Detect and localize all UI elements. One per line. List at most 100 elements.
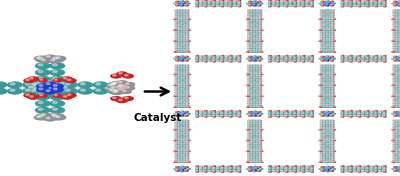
Circle shape bbox=[325, 149, 330, 150]
Circle shape bbox=[320, 51, 324, 53]
Circle shape bbox=[329, 13, 330, 14]
Circle shape bbox=[56, 57, 60, 58]
Circle shape bbox=[182, 141, 187, 143]
Circle shape bbox=[38, 95, 43, 97]
Circle shape bbox=[320, 156, 324, 158]
Circle shape bbox=[384, 110, 385, 111]
Circle shape bbox=[259, 77, 260, 78]
Circle shape bbox=[217, 59, 218, 60]
Circle shape bbox=[331, 90, 335, 92]
Circle shape bbox=[322, 159, 327, 161]
Circle shape bbox=[258, 70, 262, 72]
Circle shape bbox=[293, 112, 298, 114]
Circle shape bbox=[180, 59, 184, 61]
Circle shape bbox=[331, 143, 335, 145]
Circle shape bbox=[357, 5, 362, 7]
Circle shape bbox=[398, 127, 400, 129]
Circle shape bbox=[204, 167, 206, 168]
Circle shape bbox=[212, 4, 216, 6]
Circle shape bbox=[187, 106, 191, 108]
Circle shape bbox=[280, 3, 285, 4]
Circle shape bbox=[310, 165, 314, 167]
Circle shape bbox=[195, 58, 200, 60]
Circle shape bbox=[357, 59, 362, 61]
Circle shape bbox=[250, 46, 254, 48]
Circle shape bbox=[322, 120, 327, 121]
Circle shape bbox=[196, 110, 197, 111]
Circle shape bbox=[398, 120, 400, 121]
Circle shape bbox=[353, 0, 358, 2]
Circle shape bbox=[329, 99, 330, 100]
Circle shape bbox=[252, 90, 257, 92]
Circle shape bbox=[213, 57, 214, 58]
Circle shape bbox=[393, 101, 394, 102]
Circle shape bbox=[328, 77, 332, 79]
Circle shape bbox=[258, 95, 262, 97]
Circle shape bbox=[217, 3, 218, 4]
Circle shape bbox=[322, 150, 327, 152]
Circle shape bbox=[177, 121, 182, 123]
Circle shape bbox=[92, 88, 108, 95]
Circle shape bbox=[322, 9, 327, 11]
Circle shape bbox=[326, 3, 327, 4]
Circle shape bbox=[184, 33, 185, 34]
Circle shape bbox=[253, 134, 255, 135]
Circle shape bbox=[325, 88, 330, 90]
Circle shape bbox=[230, 168, 231, 169]
Circle shape bbox=[320, 79, 324, 81]
Circle shape bbox=[54, 115, 66, 120]
Circle shape bbox=[357, 167, 362, 169]
Circle shape bbox=[199, 110, 204, 112]
Circle shape bbox=[276, 116, 280, 118]
Circle shape bbox=[246, 74, 250, 75]
Circle shape bbox=[179, 5, 185, 7]
Circle shape bbox=[293, 56, 298, 58]
Circle shape bbox=[184, 15, 185, 16]
Circle shape bbox=[221, 168, 222, 169]
Circle shape bbox=[297, 114, 302, 116]
Circle shape bbox=[293, 0, 298, 2]
Circle shape bbox=[38, 77, 43, 79]
Circle shape bbox=[325, 147, 330, 149]
Circle shape bbox=[255, 17, 260, 18]
Circle shape bbox=[341, 55, 344, 56]
Circle shape bbox=[177, 29, 182, 31]
Circle shape bbox=[178, 138, 179, 139]
Circle shape bbox=[393, 24, 394, 25]
Circle shape bbox=[382, 115, 387, 117]
Circle shape bbox=[175, 13, 176, 14]
Circle shape bbox=[196, 116, 199, 118]
Circle shape bbox=[328, 84, 332, 86]
Circle shape bbox=[258, 13, 262, 15]
Circle shape bbox=[320, 132, 324, 134]
Circle shape bbox=[246, 51, 248, 52]
Circle shape bbox=[185, 150, 190, 152]
Circle shape bbox=[258, 35, 262, 37]
Circle shape bbox=[318, 95, 322, 97]
Circle shape bbox=[302, 58, 304, 59]
Circle shape bbox=[328, 20, 332, 22]
Circle shape bbox=[276, 171, 280, 173]
Circle shape bbox=[322, 130, 327, 132]
Circle shape bbox=[322, 145, 327, 147]
Circle shape bbox=[178, 33, 179, 34]
Circle shape bbox=[331, 150, 335, 152]
Circle shape bbox=[42, 90, 58, 97]
Circle shape bbox=[286, 114, 287, 115]
Circle shape bbox=[182, 145, 187, 147]
Circle shape bbox=[255, 47, 260, 49]
Circle shape bbox=[52, 57, 57, 59]
Circle shape bbox=[329, 1, 334, 4]
Circle shape bbox=[247, 145, 251, 147]
Circle shape bbox=[177, 74, 182, 76]
Circle shape bbox=[247, 72, 251, 74]
Circle shape bbox=[306, 167, 308, 168]
Circle shape bbox=[108, 89, 112, 90]
Circle shape bbox=[246, 129, 248, 130]
Circle shape bbox=[346, 113, 347, 114]
Circle shape bbox=[259, 134, 260, 135]
Circle shape bbox=[280, 5, 285, 7]
Circle shape bbox=[383, 61, 386, 63]
Circle shape bbox=[181, 92, 182, 93]
Circle shape bbox=[250, 129, 254, 131]
